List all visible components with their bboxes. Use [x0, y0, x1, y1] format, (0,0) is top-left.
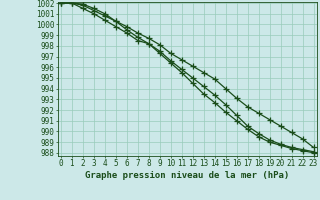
X-axis label: Graphe pression niveau de la mer (hPa): Graphe pression niveau de la mer (hPa) — [85, 171, 289, 180]
